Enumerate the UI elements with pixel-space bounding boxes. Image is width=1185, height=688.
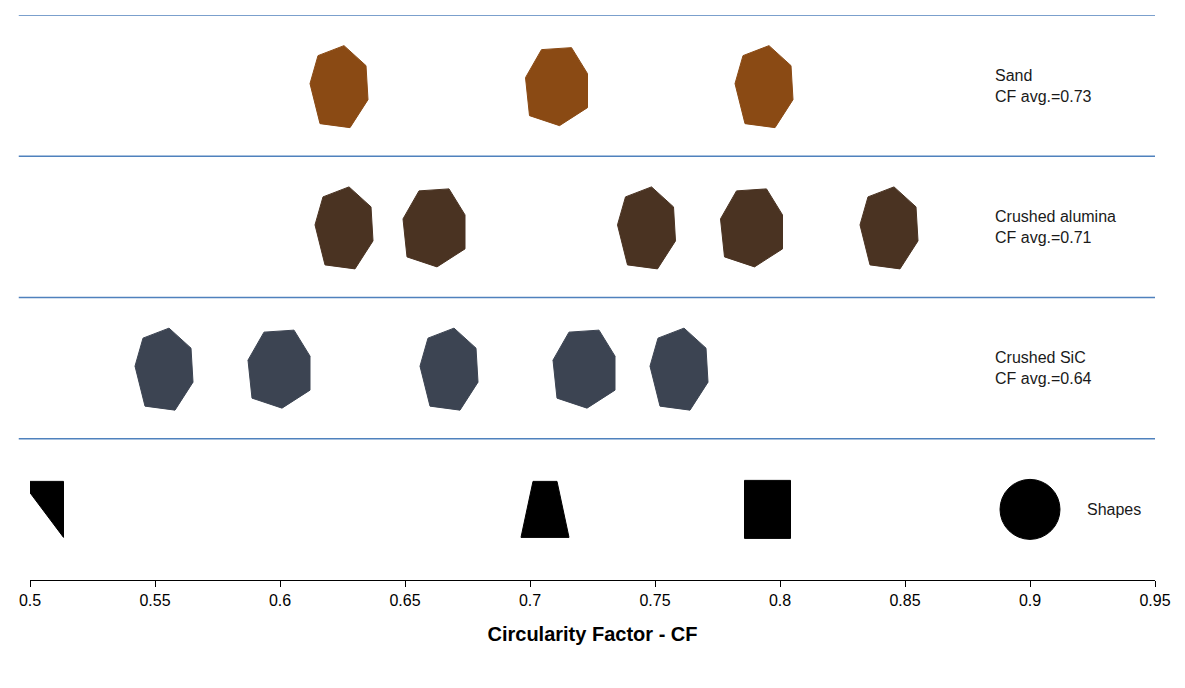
svg-text:Shapes: Shapes — [1087, 501, 1141, 518]
svg-text:Crushed aluminaCF avg.=0.71: Crushed aluminaCF avg.=0.71 — [995, 208, 1116, 246]
svg-text:0.5: 0.5 — [19, 592, 41, 609]
svg-text:Crushed SiCCF avg.=0.64: Crushed SiCCF avg.=0.64 — [995, 349, 1092, 387]
svg-text:0.8: 0.8 — [769, 592, 791, 609]
svg-text:0.65: 0.65 — [389, 592, 420, 609]
svg-text:0.55: 0.55 — [139, 592, 170, 609]
svg-text:0.95: 0.95 — [1139, 592, 1170, 609]
svg-text:0.75: 0.75 — [639, 592, 670, 609]
svg-text:SandCF avg.=0.73: SandCF avg.=0.73 — [995, 67, 1092, 105]
svg-text:Circularity Factor - CF: Circularity Factor - CF — [487, 623, 697, 645]
svg-text:0.7: 0.7 — [519, 592, 541, 609]
svg-text:0.85: 0.85 — [889, 592, 920, 609]
svg-text:0.6: 0.6 — [269, 592, 291, 609]
svg-text:0.9: 0.9 — [1019, 592, 1041, 609]
